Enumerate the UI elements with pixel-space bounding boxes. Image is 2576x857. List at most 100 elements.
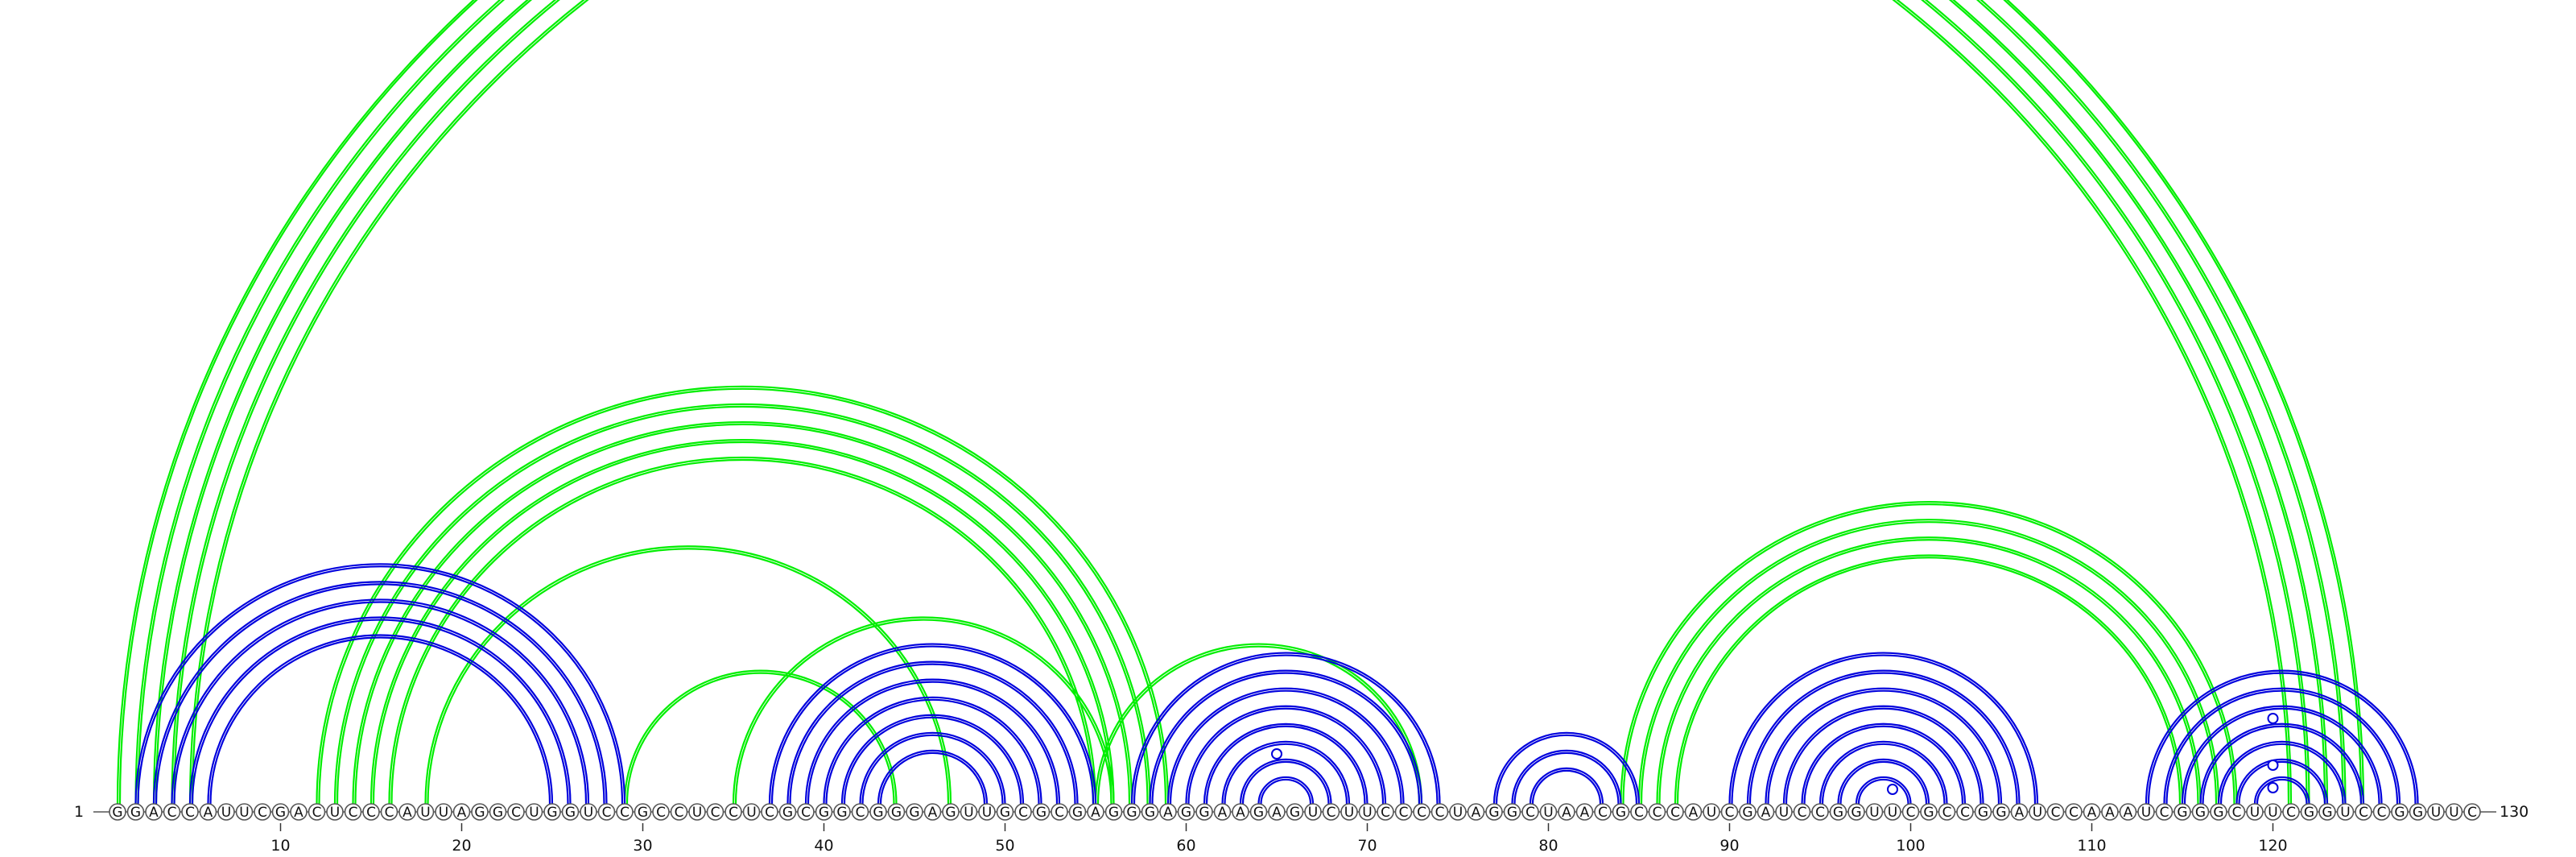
base-circle-90: [1720, 803, 1739, 821]
helix-arc-57-74: [1130, 652, 1441, 805]
helix-arc-inner-95-102: [1821, 743, 1946, 805]
base-circle-12: [308, 803, 326, 821]
pseudoknot-arc-1-125: [116, 0, 2365, 805]
base-letter-59: A: [1163, 805, 1173, 821]
helix-arc-2-29: [134, 563, 626, 805]
base-letter-100: C: [1906, 805, 1916, 821]
base-letter-73: C: [1417, 805, 1426, 821]
pseudoknot-arcs: [116, 0, 2365, 805]
base-circle-9: [254, 803, 271, 821]
base-letter-44: G: [891, 805, 902, 821]
base-letter-103: C: [1960, 805, 1970, 821]
base-letter-126: C: [2377, 805, 2387, 821]
helix-arc-inner-38-54: [789, 663, 1076, 805]
base-circle-129: [2427, 803, 2445, 821]
base-letter-110: A: [2087, 805, 2097, 821]
base-circle-67: [1304, 803, 1322, 821]
base-circle-50: [996, 803, 1014, 821]
base-letter-119: U: [2250, 805, 2260, 821]
helix-arc-inner-92-105: [1767, 689, 2000, 805]
base-letter-27: U: [584, 805, 593, 821]
base-circle-2: [126, 803, 145, 821]
pseudoknot-arc-86-116: [1656, 536, 2202, 805]
base-letter-95: C: [1815, 805, 1825, 821]
base-letter-43: G: [873, 805, 883, 821]
base-letter-32: C: [675, 805, 684, 821]
base-letter-124: U: [2340, 805, 2350, 821]
helix-arc-95-102: [1818, 740, 1948, 805]
base-circle-88: [1684, 803, 1703, 821]
base-letter-56: G: [1108, 805, 1119, 821]
base-circle-110: [2083, 803, 2101, 821]
base-letter-36: U: [746, 805, 756, 821]
base-letter-12: C: [312, 805, 322, 821]
base-letter-101: G: [1923, 805, 1934, 821]
base-letter-38: G: [782, 805, 793, 821]
pseudoknot-arc-5-121: [188, 0, 2293, 805]
base-circle-59: [1159, 803, 1177, 821]
base-circle-77: [1485, 803, 1503, 821]
base-letter-19: U: [439, 805, 448, 821]
base-letter-40: G: [819, 805, 829, 821]
base-circle-89: [1703, 803, 1720, 821]
base-circle-53: [1051, 803, 1068, 821]
base-circle-112: [2119, 803, 2137, 821]
base-circle-120: [2264, 803, 2282, 821]
base-letter-6: A: [204, 805, 213, 821]
base-letter-122: G: [2304, 805, 2314, 821]
base-letter-96: G: [1833, 805, 1843, 821]
base-circle-74: [1430, 803, 1449, 821]
pseudoknot-arc-inner-15-56: [372, 441, 1113, 805]
helix-arc-inner-118-123: [2238, 760, 2326, 805]
pseudoknot-arc-84-118: [1620, 501, 2238, 805]
helix-arc-inner-59-72: [1169, 689, 1402, 805]
base-circle-34: [706, 803, 724, 821]
base-letter-84: G: [1616, 805, 1626, 821]
base-letter-98: U: [1869, 805, 1879, 821]
base-circle-14: [344, 803, 362, 821]
base-letter-83: C: [1598, 805, 1608, 821]
base-letter-85: C: [1634, 805, 1644, 821]
tick-label-110: 110: [2077, 837, 2106, 855]
helix-arc-inner-42-50: [861, 734, 1004, 805]
base-letter-4: C: [167, 805, 177, 821]
base-circle-111: [2101, 803, 2119, 821]
base-circle-15: [362, 803, 380, 821]
base-circle-23: [507, 803, 525, 821]
base-circle-29: [616, 803, 634, 821]
pseudoknot-arc-16-55: [388, 457, 1097, 805]
base-circle-24: [525, 803, 543, 821]
base-circle-33: [688, 803, 706, 821]
base-letter-8: U: [239, 805, 249, 821]
base-circle-95: [1811, 803, 1829, 821]
base-letter-22: G: [493, 805, 503, 821]
base-circle-117: [2210, 803, 2227, 821]
base-circle-82: [1575, 803, 1594, 821]
base-letter-116: G: [2195, 805, 2206, 821]
pseudoknot-arc-inner-1-125: [118, 0, 2363, 805]
helix-arc-inner-5-26: [191, 619, 569, 805]
pseudoknot-arc-inner-4-122: [173, 0, 2308, 805]
helix-arc-inner-6-25: [209, 636, 551, 805]
base-circle-32: [670, 803, 688, 821]
base-letter-69: U: [1344, 805, 1354, 821]
base-letter-97: G: [1851, 805, 1861, 821]
base-circle-85: [1630, 803, 1648, 821]
base-circle-118: [2227, 803, 2246, 821]
sequence-start-label: 1: [74, 803, 84, 821]
helix-arc-inner-94-103: [1803, 725, 1964, 805]
base-circle-66: [1286, 803, 1304, 821]
base-circle-87: [1666, 803, 1684, 821]
base-letter-35: C: [729, 805, 738, 821]
base-letter-47: G: [945, 805, 956, 821]
base-circle-3: [145, 803, 163, 821]
base-circle-25: [543, 803, 561, 821]
base-circle-60: [1177, 803, 1195, 821]
base-circle-101: [1920, 803, 1938, 821]
base-letter-105: G: [1996, 805, 2006, 821]
pseudoknot-arc-2-124: [134, 0, 2347, 805]
base-letter-62: A: [1218, 805, 1228, 821]
helix-arc-inner-93-104: [1785, 707, 1982, 805]
